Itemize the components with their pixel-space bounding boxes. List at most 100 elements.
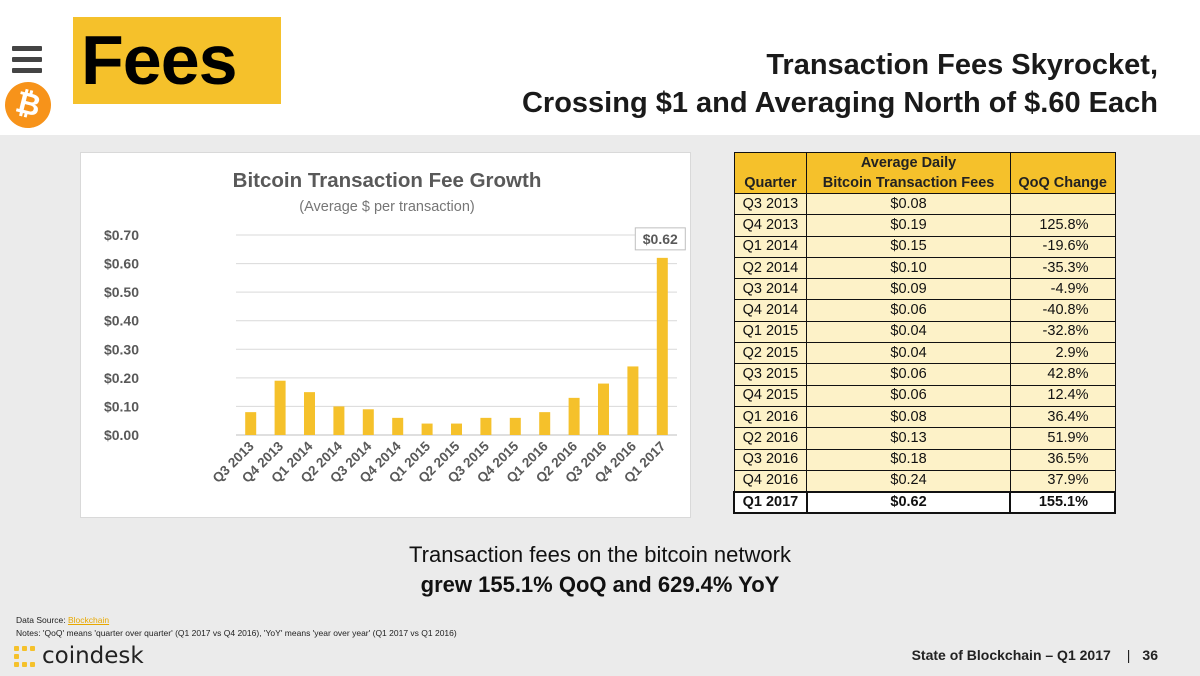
data-source-label: Data Source:	[16, 615, 68, 625]
cell-change: 36.5%	[1009, 448, 1116, 471]
cell-change: 155.1%	[1009, 490, 1116, 514]
summary: Transaction fees on the bitcoin network …	[0, 540, 1200, 600]
hamburger-menu-icon[interactable]	[12, 46, 42, 74]
y-tick-label: $0.10	[104, 398, 139, 414]
header-fees-line-1: Average Daily	[860, 155, 957, 171]
section-title: Fees	[73, 17, 281, 104]
cell-change: 42.8%	[1009, 363, 1116, 386]
cell-fee: $0.09	[806, 278, 1011, 301]
cell-change: -4.9%	[1009, 278, 1116, 301]
table-row: Q1 2017 $0.62 155.1%	[733, 490, 1116, 514]
summary-line-1: Transaction fees on the bitcoin network	[409, 542, 791, 567]
cell-quarter: Q4 2014	[733, 299, 808, 322]
cell-change: -40.8%	[1009, 299, 1116, 322]
cell-fee: $0.18	[806, 448, 1011, 471]
table-row: Q3 2014 $0.09 -4.9%	[733, 278, 1116, 301]
coindesk-logo-icon	[14, 646, 36, 668]
footer-separator: |	[1126, 647, 1131, 663]
cell-change: -32.8%	[1009, 320, 1116, 344]
cell-quarter: Q1 2017	[733, 490, 808, 514]
table-header-row: Quarter Average Daily Bitcoin Transactio…	[733, 152, 1116, 194]
notes-text: Notes: 'QoQ' means 'quarter over quarter…	[16, 628, 457, 638]
chart-subtitle: (Average $ per transaction)	[299, 199, 474, 215]
cell-fee: $0.24	[806, 469, 1011, 493]
y-tick-label: $0.40	[104, 313, 139, 329]
table-row: Q3 2013 $0.08	[733, 192, 1116, 216]
y-tick-label: $0.60	[104, 256, 139, 272]
y-tick-label: $0.70	[104, 227, 139, 243]
cell-quarter: Q2 2016	[733, 427, 808, 450]
cell-fee: $0.06	[806, 363, 1011, 386]
table-row: Q4 2016 $0.24 37.9%	[733, 469, 1116, 493]
cell-quarter: Q2 2015	[733, 342, 808, 365]
page-number: 36	[1142, 647, 1158, 663]
data-source-link[interactable]: Blockchain	[67, 615, 110, 625]
cell-quarter: Q3 2014	[733, 278, 808, 301]
cell-change: 125.8%	[1009, 214, 1116, 237]
report-title: State of Blockchain – Q1 2017	[911, 647, 1111, 663]
cell-quarter: Q1 2014	[733, 235, 808, 258]
summary-line-2: grew 155.1% QoQ and 629.4% YoY	[420, 572, 780, 597]
bar	[598, 383, 609, 435]
footer-info: State of Blockchain – Q1 2017 | 36	[912, 647, 1158, 663]
header-change: QoQ Change	[1009, 152, 1116, 194]
cell-fee: $0.15	[806, 235, 1011, 258]
fee-table: Quarter Average Daily Bitcoin Transactio…	[733, 152, 1116, 514]
header-fees: Average Daily Bitcoin Transaction Fees	[806, 152, 1011, 194]
headline: Transaction Fees Skyrocket, Crossing $1 …	[522, 46, 1158, 122]
cell-quarter: Q4 2013	[733, 214, 808, 237]
header: ₿ Fees Transaction Fees Skyrocket, Cross…	[0, 0, 1200, 135]
cell-quarter: Q1 2015	[733, 320, 808, 344]
bar	[480, 417, 492, 435]
table-row: Q4 2013 $0.19 125.8%	[733, 214, 1116, 237]
cell-fee: $0.06	[806, 384, 1011, 407]
bar	[568, 397, 580, 435]
bar	[245, 412, 257, 435]
cell-fee: $0.08	[806, 192, 1011, 216]
y-tick-label: $0.00	[104, 427, 139, 443]
bar	[392, 417, 404, 435]
chart-title: Bitcoin Transaction Fee Growth	[233, 169, 542, 192]
cell-quarter: Q3 2016	[733, 448, 808, 471]
bar	[539, 412, 551, 435]
cell-change: 2.9%	[1009, 342, 1116, 365]
bitcoin-icon: ₿	[0, 77, 56, 133]
bar	[274, 380, 286, 435]
table-row: Q2 2016 $0.13 51.9%	[733, 427, 1116, 450]
cell-fee: $0.08	[806, 405, 1011, 429]
bar	[656, 257, 668, 435]
table-row: Q4 2015 $0.06 12.4%	[733, 384, 1116, 407]
cell-fee: $0.06	[806, 299, 1011, 322]
headline-line-1: Transaction Fees Skyrocket,	[766, 49, 1158, 81]
bar	[421, 423, 433, 435]
header-quarter: Quarter	[733, 152, 808, 194]
cell-change: 37.9%	[1009, 469, 1116, 493]
cell-fee: $0.13	[806, 427, 1011, 450]
cell-fee: $0.62	[805, 490, 1012, 514]
header-fees-line-2: Bitcoin Transaction Fees	[822, 175, 995, 191]
cell-change: -19.6%	[1009, 235, 1116, 258]
table-row: Q1 2015 $0.04 -32.8%	[733, 320, 1116, 344]
cell-quarter: Q4 2015	[733, 384, 808, 407]
cell-fee: $0.04	[806, 320, 1011, 344]
notes: Data Source: Blockchain Notes: 'QoQ' mea…	[16, 614, 457, 640]
table-row: Q2 2015 $0.04 2.9%	[733, 342, 1116, 365]
chart-canvas: Bitcoin Transaction Fee Growth (Average …	[104, 169, 686, 486]
table-row: Q3 2016 $0.18 36.5%	[733, 448, 1116, 471]
bar	[627, 366, 639, 435]
cell-quarter: Q3 2013	[733, 192, 808, 216]
cell-change	[1009, 192, 1116, 216]
cell-fee: $0.04	[806, 342, 1011, 365]
coindesk-brand: coindesk	[42, 643, 144, 669]
cell-fee: $0.10	[806, 256, 1011, 280]
bar	[509, 417, 521, 435]
bar	[362, 409, 374, 435]
cell-change: 51.9%	[1009, 427, 1116, 450]
table-row: Q3 2015 $0.06 42.8%	[733, 363, 1116, 386]
cell-change: 36.4%	[1009, 405, 1116, 429]
data-source: Data Source: Blockchain	[16, 614, 457, 627]
bar	[333, 406, 345, 435]
cell-quarter: Q1 2016	[733, 405, 808, 429]
table-row: Q1 2016 $0.08 36.4%	[733, 405, 1116, 429]
y-tick-label: $0.30	[104, 341, 139, 357]
